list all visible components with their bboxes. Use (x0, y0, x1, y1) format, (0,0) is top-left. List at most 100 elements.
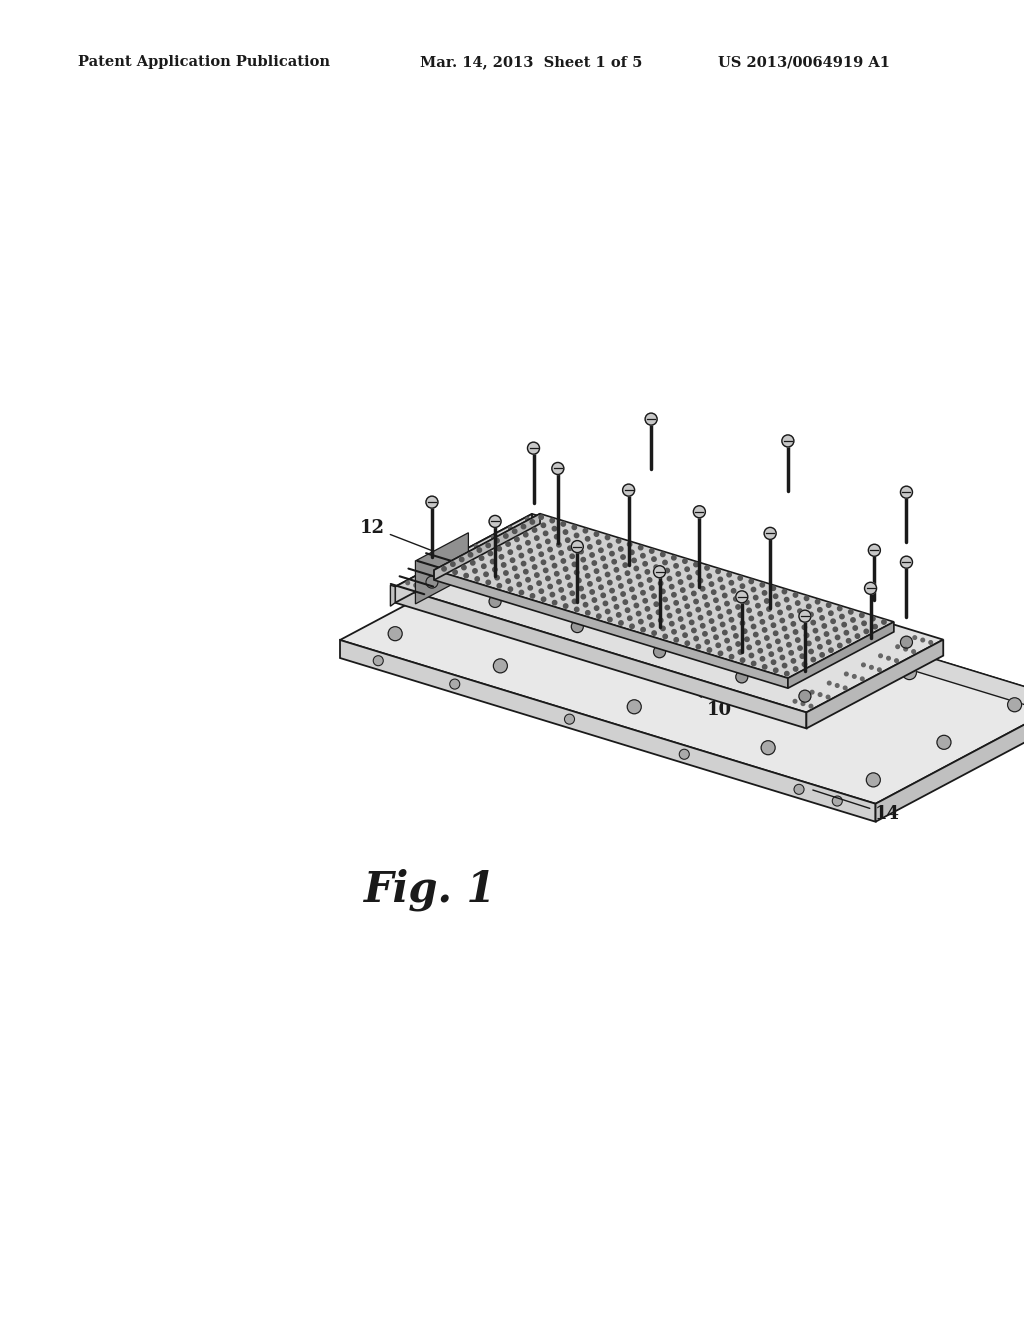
Circle shape (771, 623, 775, 627)
Circle shape (542, 560, 546, 565)
Circle shape (552, 601, 557, 605)
Circle shape (552, 462, 564, 474)
Circle shape (696, 570, 700, 574)
Circle shape (634, 603, 639, 607)
Circle shape (652, 594, 656, 598)
Circle shape (497, 583, 502, 587)
Circle shape (666, 606, 670, 610)
Circle shape (630, 550, 634, 554)
Circle shape (603, 564, 607, 569)
Circle shape (550, 593, 555, 597)
Circle shape (679, 750, 689, 759)
Circle shape (771, 586, 775, 590)
Circle shape (712, 590, 716, 594)
Circle shape (796, 638, 800, 643)
Circle shape (651, 557, 656, 561)
Circle shape (654, 565, 658, 569)
Circle shape (782, 664, 786, 668)
Circle shape (539, 515, 544, 519)
Circle shape (453, 570, 458, 574)
Circle shape (798, 645, 802, 651)
Circle shape (489, 595, 501, 607)
Circle shape (818, 644, 822, 649)
Circle shape (895, 659, 898, 663)
Circle shape (572, 525, 577, 529)
Circle shape (539, 552, 544, 557)
Text: Mar. 14, 2013  Sheet 1 of 5: Mar. 14, 2013 Sheet 1 of 5 (420, 55, 642, 69)
Circle shape (804, 597, 809, 601)
Circle shape (866, 774, 881, 787)
Circle shape (782, 627, 786, 631)
Circle shape (860, 677, 864, 681)
Circle shape (800, 653, 805, 659)
Circle shape (643, 561, 647, 566)
Circle shape (521, 561, 525, 566)
Circle shape (820, 652, 824, 657)
Circle shape (716, 606, 720, 611)
Circle shape (672, 593, 676, 597)
Circle shape (582, 594, 586, 599)
Circle shape (815, 599, 820, 605)
Circle shape (833, 796, 843, 807)
Circle shape (468, 553, 473, 557)
Circle shape (507, 540, 511, 544)
Circle shape (788, 651, 794, 655)
Circle shape (811, 657, 815, 661)
Circle shape (678, 579, 683, 585)
Circle shape (473, 558, 477, 562)
Circle shape (802, 626, 807, 630)
Circle shape (673, 566, 685, 578)
Circle shape (515, 537, 519, 541)
Circle shape (565, 539, 570, 543)
Circle shape (672, 630, 676, 634)
Circle shape (689, 583, 694, 587)
Polygon shape (876, 701, 1024, 822)
Polygon shape (395, 586, 806, 729)
Circle shape (488, 552, 493, 556)
Circle shape (601, 593, 605, 598)
Circle shape (519, 553, 523, 558)
Circle shape (504, 570, 508, 576)
Circle shape (559, 550, 563, 556)
Circle shape (758, 648, 763, 653)
Circle shape (929, 640, 933, 644)
Circle shape (670, 622, 674, 626)
Circle shape (528, 549, 532, 553)
Circle shape (519, 590, 523, 595)
Circle shape (820, 615, 824, 620)
Circle shape (764, 528, 776, 540)
Circle shape (605, 610, 610, 614)
Circle shape (630, 587, 634, 591)
Circle shape (665, 569, 670, 573)
Circle shape (641, 590, 645, 595)
Circle shape (802, 663, 807, 667)
Circle shape (838, 606, 842, 611)
Circle shape (570, 554, 574, 558)
Circle shape (674, 638, 679, 642)
Circle shape (896, 645, 899, 648)
Circle shape (782, 590, 786, 594)
Circle shape (660, 552, 665, 557)
Circle shape (696, 607, 700, 611)
Circle shape (579, 586, 584, 591)
Circle shape (755, 591, 767, 603)
Polygon shape (535, 537, 1024, 718)
Circle shape (544, 568, 548, 573)
Circle shape (794, 700, 797, 704)
Circle shape (862, 622, 866, 626)
Circle shape (639, 545, 643, 550)
Polygon shape (340, 640, 876, 822)
Text: US 2013/0064919 A1: US 2013/0064919 A1 (718, 55, 890, 69)
Circle shape (746, 609, 752, 612)
Circle shape (623, 484, 635, 496)
Circle shape (477, 548, 481, 552)
Text: Patent Application Publication: Patent Application Publication (78, 55, 330, 69)
Circle shape (762, 591, 767, 595)
Circle shape (572, 562, 577, 566)
Circle shape (776, 639, 780, 644)
Circle shape (807, 605, 811, 609)
Circle shape (426, 576, 438, 589)
Circle shape (532, 565, 537, 569)
Circle shape (796, 601, 800, 606)
Circle shape (654, 602, 658, 606)
